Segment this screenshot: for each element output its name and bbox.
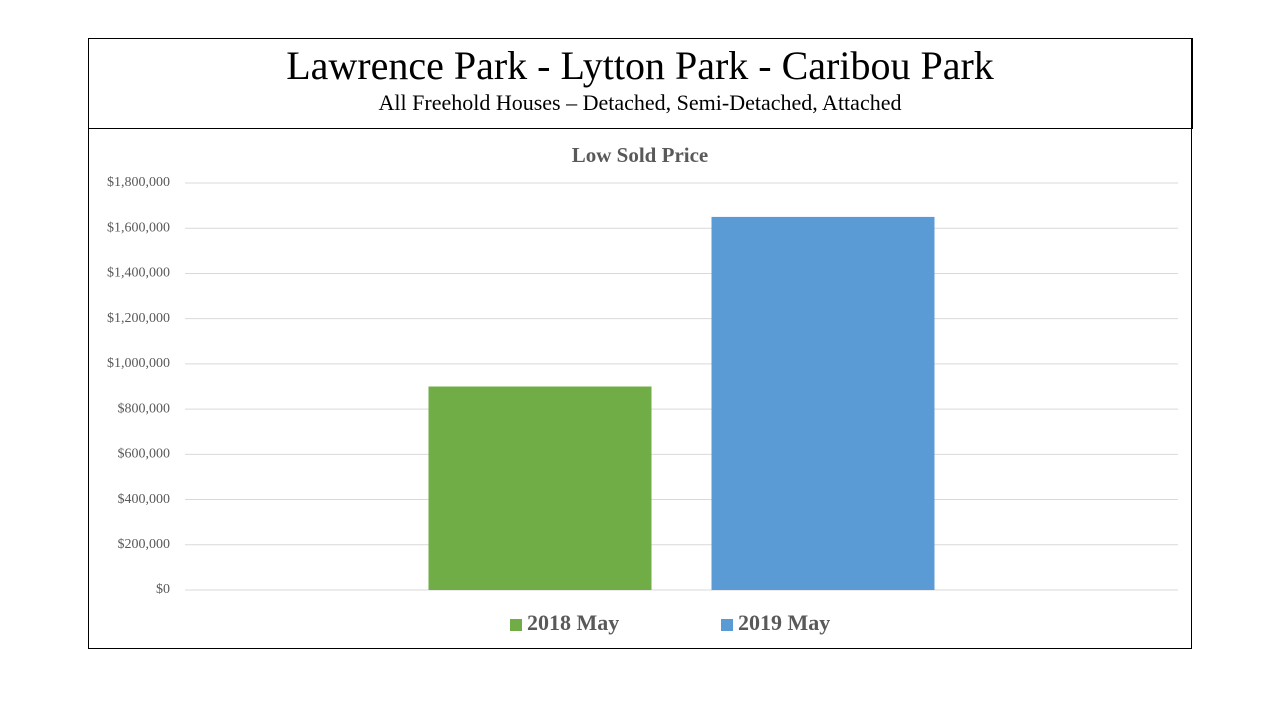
legend-label: 2019 May <box>738 610 830 635</box>
y-tick-label: $1,200,000 <box>107 311 170 326</box>
y-tick-label: $600,000 <box>118 447 171 462</box>
y-tick-label: $1,600,000 <box>107 220 170 235</box>
y-tick-label: $400,000 <box>118 492 171 507</box>
header-frame <box>88 38 1193 129</box>
legend-swatch <box>510 619 522 631</box>
legend-label: 2018 May <box>527 610 619 635</box>
bar <box>711 216 935 590</box>
y-tick-label: $1,400,000 <box>107 266 170 281</box>
header-subtitle: All Freehold Houses – Detached, Semi-Det… <box>379 90 902 115</box>
y-tick-label: $1,000,000 <box>107 356 170 371</box>
header-title: Lawrence Park - Lytton Park - Caribou Pa… <box>286 43 994 88</box>
legend-swatch <box>721 619 733 631</box>
bar <box>428 386 652 590</box>
y-tick-label: $0 <box>156 582 170 597</box>
y-tick-label: $800,000 <box>118 401 171 416</box>
chart-title: Low Sold Price <box>572 143 709 167</box>
y-tick-label: $1,800,000 <box>107 175 170 190</box>
y-tick-label: $200,000 <box>118 537 171 552</box>
